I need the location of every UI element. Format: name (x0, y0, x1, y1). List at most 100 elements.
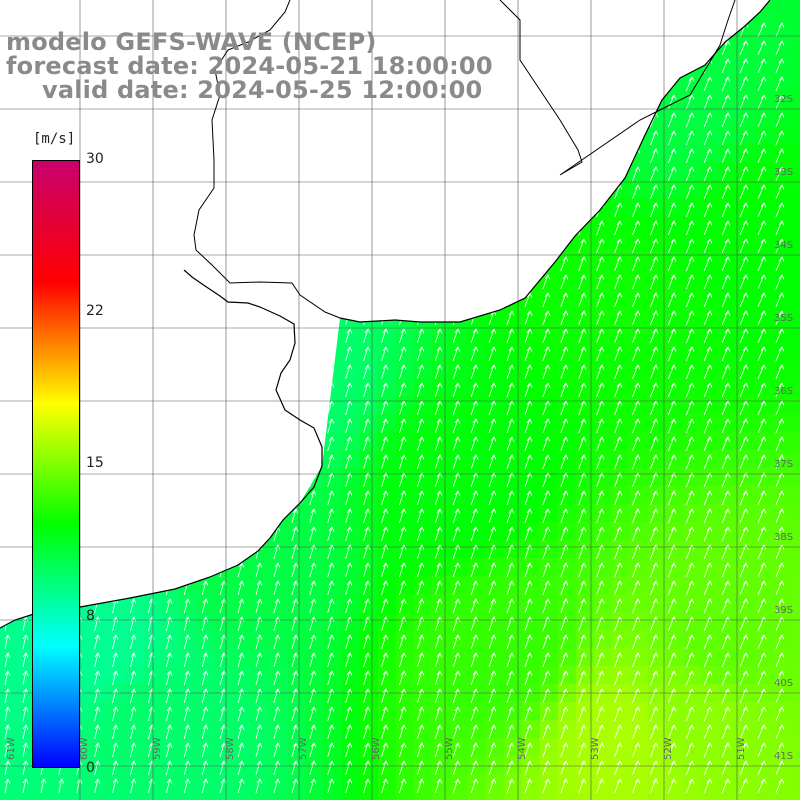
wind-arrow (94, 112, 101, 128)
wind-speed-cell (522, 558, 541, 577)
wind-speed-cell (738, 0, 757, 19)
wind-speed-cell (162, 756, 181, 775)
wind-arrow (201, 580, 209, 596)
wind-arrow (94, 706, 101, 722)
wind-arrow (434, 670, 443, 686)
wind-arrow (291, 634, 299, 650)
wind-speed-cell (522, 270, 541, 289)
wind-arrow (273, 166, 281, 182)
wind-speed-cell (0, 576, 19, 595)
wind-arrow (596, 472, 605, 488)
wind-speed-cell (252, 576, 271, 595)
wind-arrow (632, 346, 641, 362)
wind-speed-cell (558, 396, 577, 415)
wind-speed-cell (162, 666, 181, 685)
wind-speed-cell (90, 270, 109, 289)
wind-arrow (739, 454, 749, 470)
wind-speed-cell (216, 0, 235, 19)
wind-speed-cell (792, 630, 800, 649)
wind-speed-cell (324, 162, 343, 181)
wind-speed-cell (216, 144, 235, 163)
wind-arrow (703, 292, 713, 308)
wind-arrow (130, 256, 137, 272)
wind-speed-cell (774, 360, 793, 379)
wind-speed-cell (450, 216, 469, 235)
wind-arrow (112, 580, 119, 596)
wind-arrow (488, 220, 497, 236)
wind-arrow (94, 508, 101, 524)
wind-speed-cell (162, 594, 181, 613)
wind-speed-cell (180, 504, 199, 523)
wind-speed-cell (792, 612, 800, 631)
wind-arrow (703, 670, 713, 686)
wind-speed-cell (540, 450, 559, 469)
wind-arrow (757, 76, 767, 92)
wind-speed-cell (702, 198, 721, 217)
wind-arrow (650, 328, 659, 344)
wind-speed-cell (378, 630, 397, 649)
wind-speed-cell (702, 162, 721, 181)
wind-arrow (219, 418, 227, 434)
wind-arrow (542, 328, 551, 344)
wind-speed-cell (270, 198, 289, 217)
wind-speed-cell (180, 342, 199, 361)
wind-arrow (219, 184, 227, 200)
wind-arrow (130, 688, 137, 704)
wind-speed-cell (486, 720, 505, 739)
wind-arrow (650, 130, 659, 146)
wind-arrow (416, 418, 425, 434)
wind-speed-cell (540, 630, 559, 649)
wind-speed-cell (18, 630, 37, 649)
wind-speed-cell (342, 702, 361, 721)
wind-speed-cell (18, 108, 37, 127)
wind-arrow (4, 346, 11, 362)
wind-speed-cell (126, 576, 145, 595)
wind-arrow (506, 364, 515, 380)
wind-arrow (524, 22, 533, 38)
wind-speed-cell (504, 630, 523, 649)
wind-arrow (739, 328, 749, 344)
wind-speed-cell (198, 270, 217, 289)
wind-speed-cell (234, 756, 253, 775)
wind-speed-cell (738, 522, 757, 541)
wind-arrow (94, 346, 101, 362)
wind-speed-cell (108, 558, 127, 577)
wind-speed-cell (702, 630, 721, 649)
wind-speed-cell (360, 162, 379, 181)
wind-arrow (542, 292, 551, 308)
wind-arrow (775, 724, 785, 740)
wind-arrow (721, 544, 731, 560)
wind-arrow (739, 706, 749, 722)
wind-speed-cell (666, 270, 685, 289)
wind-speed-cell (396, 792, 415, 800)
wind-speed-cell (378, 666, 397, 685)
wind-speed-cell (288, 216, 307, 235)
wind-speed-cell (270, 234, 289, 253)
wind-arrow (22, 130, 29, 146)
wind-speed-cell (774, 72, 793, 91)
wind-speed-cell (468, 198, 487, 217)
wind-speed-cell (0, 702, 19, 721)
wind-speed-cell (414, 342, 433, 361)
wind-arrow (165, 346, 173, 362)
wind-speed-cell (234, 648, 253, 667)
wind-speed-cell (162, 630, 181, 649)
wind-arrow (578, 310, 587, 326)
wind-arrow (703, 544, 713, 560)
wind-arrow (112, 724, 119, 740)
wind-speed-cell (216, 162, 235, 181)
wind-speed-cell (522, 378, 541, 397)
wind-speed-cell (324, 234, 343, 253)
wind-speed-cell (558, 486, 577, 505)
wind-arrow (165, 400, 173, 416)
wind-arrow (399, 508, 407, 524)
wind-speed-cell (756, 378, 775, 397)
wind-speed-cell (702, 72, 721, 91)
wind-arrow (94, 670, 101, 686)
wind-arrow (667, 40, 677, 56)
wind-arrow (291, 562, 299, 578)
wind-arrow (721, 562, 731, 578)
wind-arrow (363, 274, 371, 290)
wind-speed-cell (666, 54, 685, 73)
